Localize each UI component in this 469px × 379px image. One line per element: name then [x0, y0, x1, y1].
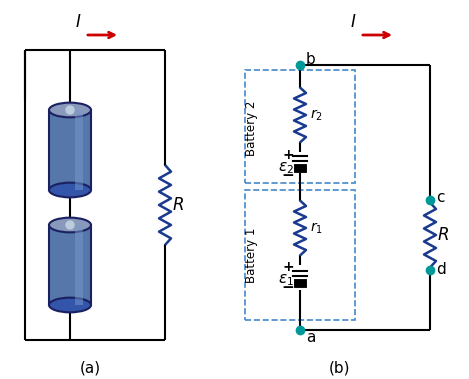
Ellipse shape: [49, 218, 91, 232]
Circle shape: [66, 221, 74, 229]
Bar: [75, 225, 83, 305]
Text: a: a: [306, 329, 315, 345]
Bar: [49, 225, 91, 305]
Text: +: +: [282, 260, 294, 274]
Circle shape: [66, 106, 74, 114]
Text: R: R: [438, 226, 449, 244]
Text: d: d: [436, 263, 446, 277]
Text: −: −: [281, 279, 295, 294]
Ellipse shape: [49, 298, 91, 312]
Text: b: b: [306, 53, 316, 67]
Bar: [75, 110, 83, 190]
Text: I: I: [350, 13, 356, 31]
Text: (a): (a): [79, 360, 100, 376]
Ellipse shape: [49, 183, 91, 197]
Bar: [49, 110, 91, 190]
Text: Battery 2: Battery 2: [245, 100, 258, 156]
Bar: [245, 70, 355, 183]
Bar: [245, 190, 355, 320]
Text: I: I: [76, 13, 81, 31]
Text: Battery 1: Battery 1: [245, 227, 258, 283]
Text: $\varepsilon_2$: $\varepsilon_2$: [278, 160, 294, 176]
Text: c: c: [436, 190, 445, 205]
Text: $r_1$: $r_1$: [310, 220, 323, 236]
Text: $\varepsilon_1$: $\varepsilon_1$: [278, 272, 294, 288]
Ellipse shape: [49, 103, 91, 117]
Text: $r_2$: $r_2$: [310, 107, 323, 123]
Text: −: −: [281, 168, 295, 183]
Text: +: +: [282, 148, 294, 162]
Text: (b): (b): [329, 360, 351, 376]
Text: R: R: [173, 196, 184, 214]
